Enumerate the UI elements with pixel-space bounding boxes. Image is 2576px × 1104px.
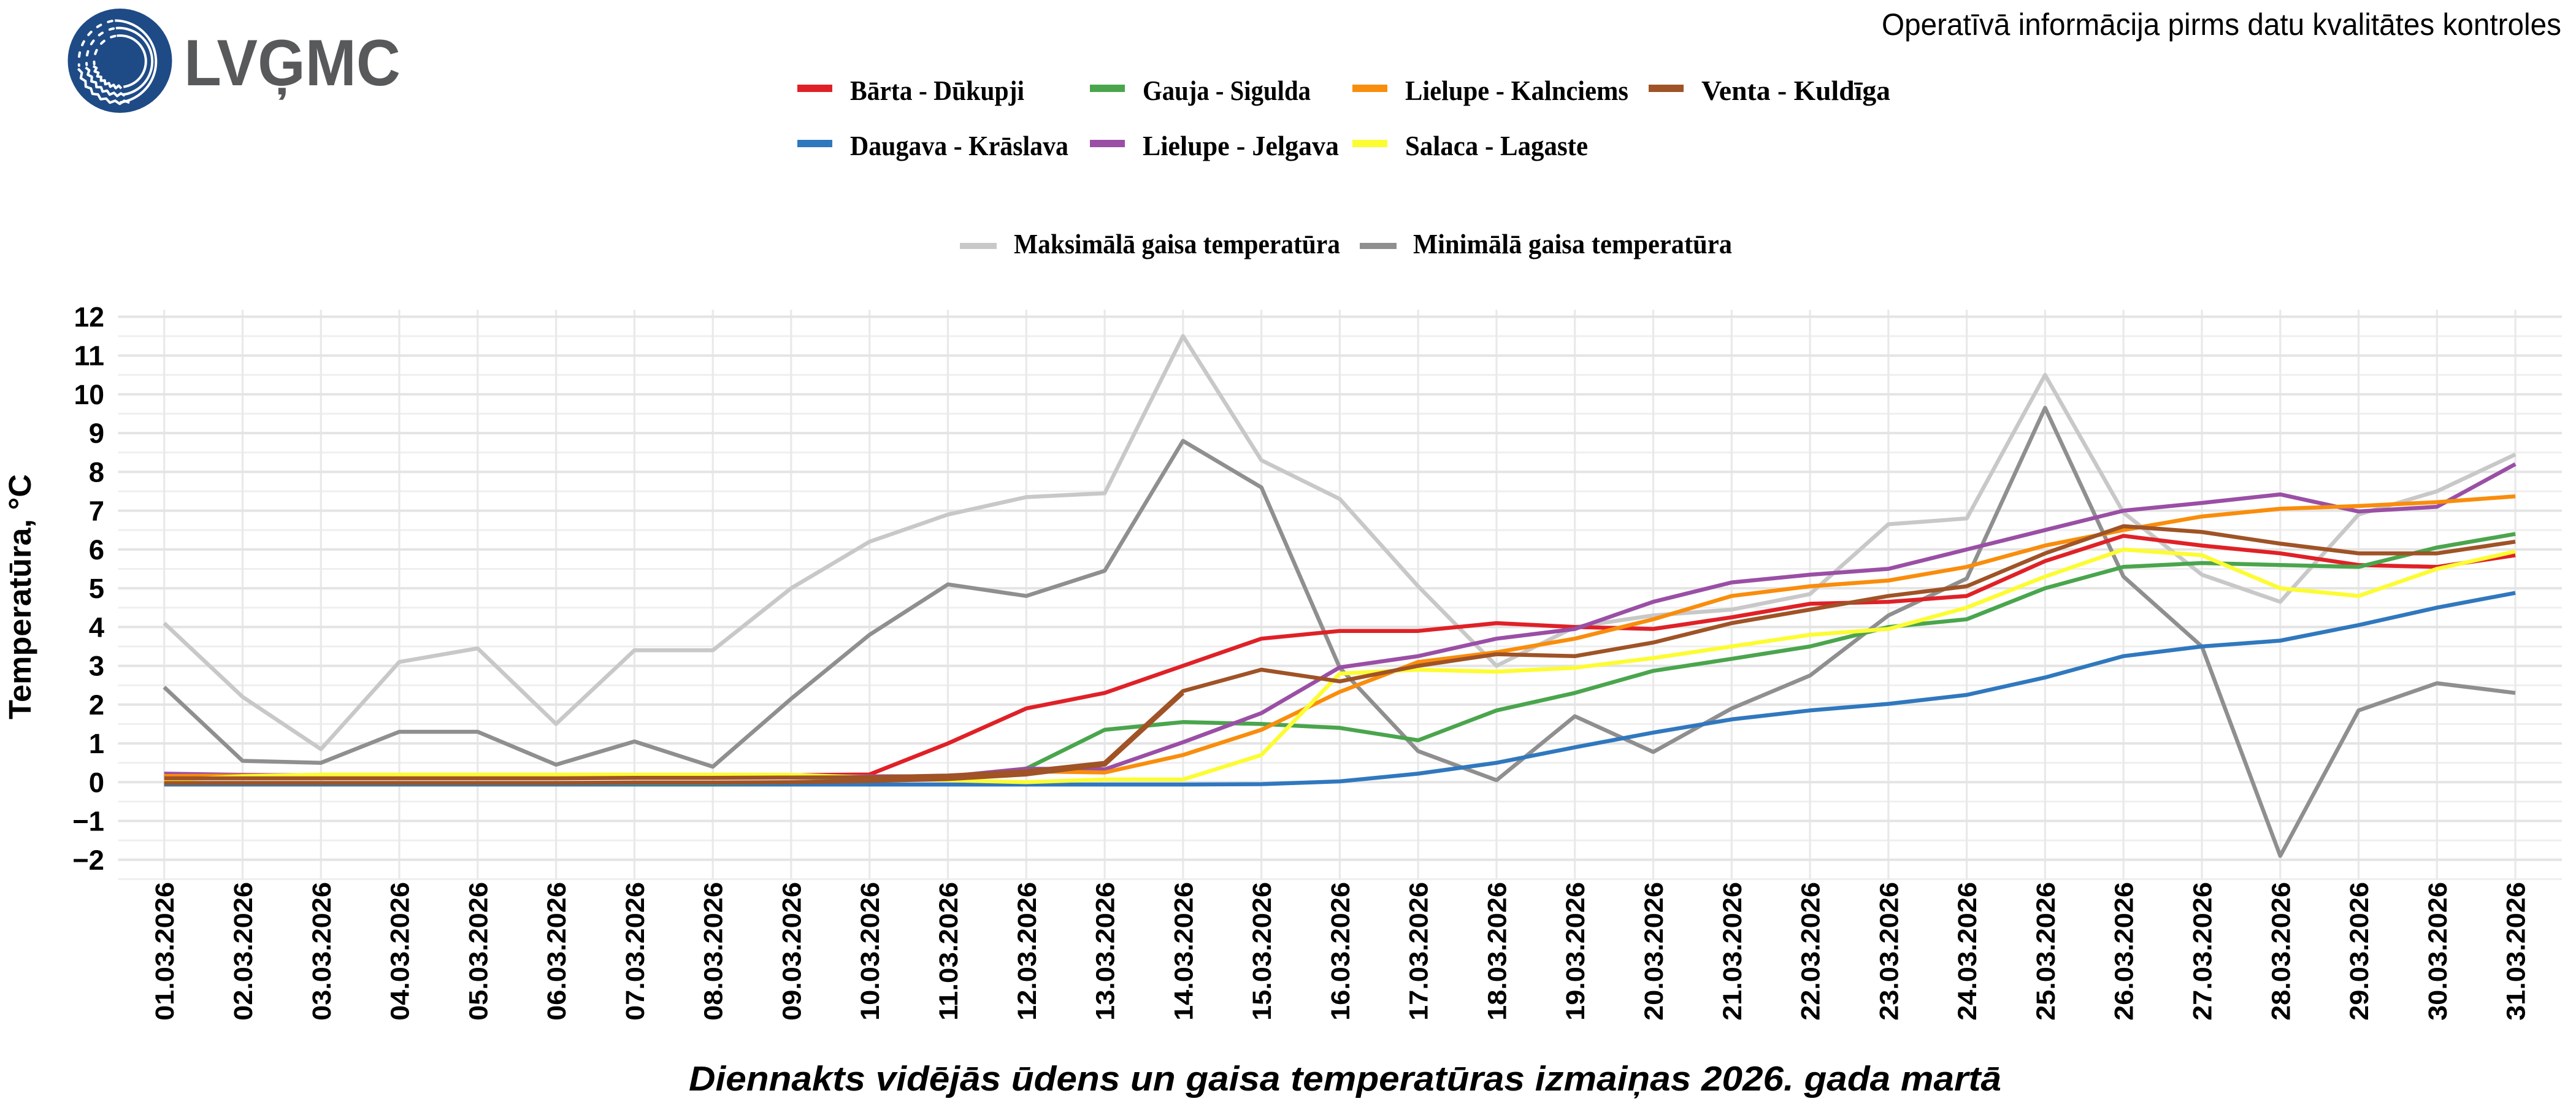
svg-text:11.03.2026: 11.03.2026 (934, 882, 964, 1021)
svg-text:3: 3 (89, 651, 104, 682)
svg-text:14.03.2026: 14.03.2026 (1169, 882, 1198, 1021)
svg-text:16.03.2026: 16.03.2026 (1326, 882, 1355, 1021)
svg-text:30.03.2026: 30.03.2026 (2423, 882, 2453, 1021)
svg-text:Salaca - Lagaste: Salaca - Lagaste (1405, 130, 1588, 161)
svg-text:6: 6 (89, 534, 104, 565)
svg-text:04.03.2026: 04.03.2026 (386, 882, 415, 1021)
svg-text:27.03.2026: 27.03.2026 (2188, 882, 2218, 1021)
svg-text:12.03.2026: 12.03.2026 (1013, 882, 1042, 1021)
svg-text:0: 0 (89, 767, 104, 798)
svg-text:9: 9 (89, 418, 104, 449)
svg-text:19.03.2026: 19.03.2026 (1561, 882, 1590, 1021)
svg-text:2: 2 (89, 689, 104, 721)
svg-text:7: 7 (89, 496, 104, 527)
svg-text:26.03.2026: 26.03.2026 (2110, 882, 2139, 1021)
svg-text:22.03.2026: 22.03.2026 (1796, 882, 1826, 1021)
svg-text:29.03.2026: 29.03.2026 (2345, 882, 2374, 1021)
svg-text:12: 12 (74, 301, 105, 332)
svg-text:03.03.2026: 03.03.2026 (307, 882, 337, 1021)
svg-text:1: 1 (89, 728, 104, 759)
svg-text:11: 11 (74, 340, 105, 372)
svg-text:−1: −1 (72, 806, 104, 837)
svg-text:21.03.2026: 21.03.2026 (1718, 882, 1747, 1021)
svg-text:Bārta - Dūkupji: Bārta - Dūkupji (850, 75, 1024, 106)
svg-text:24.03.2026: 24.03.2026 (1953, 882, 1982, 1021)
svg-text:Temperatūra, °C: Temperatūra, °C (2, 474, 37, 719)
svg-text:06.03.2026: 06.03.2026 (542, 882, 572, 1021)
svg-text:Diennakts vidējās ūdens un gai: Diennakts vidējās ūdens un gaisa tempera… (689, 1059, 2001, 1098)
svg-text:23.03.2026: 23.03.2026 (1874, 882, 1904, 1021)
svg-text:09.03.2026: 09.03.2026 (777, 882, 807, 1021)
svg-text:15.03.2026: 15.03.2026 (1248, 882, 1277, 1021)
svg-text:17.03.2026: 17.03.2026 (1405, 882, 1434, 1021)
svg-text:Operatīvā informācija pirms da: Operatīvā informācija pirms datu kvalitā… (1882, 7, 2561, 42)
svg-text:−2: −2 (72, 845, 104, 876)
svg-text:13.03.2026: 13.03.2026 (1091, 882, 1121, 1021)
svg-text:18.03.2026: 18.03.2026 (1483, 882, 1512, 1021)
svg-text:10.03.2026: 10.03.2026 (856, 882, 885, 1021)
svg-text:Lielupe - Jelgava: Lielupe - Jelgava (1143, 130, 1339, 161)
svg-text:20.03.2026: 20.03.2026 (1639, 882, 1669, 1021)
svg-text:8: 8 (89, 456, 104, 488)
svg-text:Daugava - Krāslava: Daugava - Krāslava (850, 130, 1068, 161)
svg-text:Lielupe - Kalnciems: Lielupe - Kalnciems (1405, 75, 1628, 106)
svg-text:Venta - Kuldīga: Venta - Kuldīga (1701, 75, 1890, 106)
svg-text:31.03.2026: 31.03.2026 (2502, 882, 2531, 1021)
svg-text:Minimālā gaisa temperatūra: Minimālā gaisa temperatūra (1413, 228, 1732, 259)
svg-text:28.03.2026: 28.03.2026 (2266, 882, 2296, 1021)
svg-text:Maksimālā gaisa temperatūra: Maksimālā gaisa temperatūra (1014, 228, 1340, 259)
svg-text:10: 10 (74, 379, 105, 410)
svg-text:07.03.2026: 07.03.2026 (621, 882, 650, 1021)
svg-text:02.03.2026: 02.03.2026 (229, 882, 258, 1021)
svg-text:05.03.2026: 05.03.2026 (464, 882, 493, 1021)
svg-text:01.03.2026: 01.03.2026 (150, 882, 180, 1021)
svg-text:Gauja - Sigulda: Gauja - Sigulda (1143, 75, 1311, 106)
svg-text:5: 5 (89, 573, 104, 604)
svg-text:25.03.2026: 25.03.2026 (2031, 882, 2061, 1021)
svg-text:4: 4 (89, 611, 105, 643)
svg-text:08.03.2026: 08.03.2026 (699, 882, 729, 1021)
svg-text:LVĢMC: LVĢMC (184, 26, 401, 100)
